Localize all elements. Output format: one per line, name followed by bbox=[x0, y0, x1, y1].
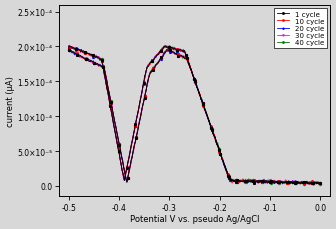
40 cycle bbox=[152, 66, 156, 69]
1 cycle bbox=[319, 182, 323, 184]
Line: 30 cycle: 30 cycle bbox=[68, 45, 321, 185]
1 cycle bbox=[90, 54, 94, 56]
40 cycle bbox=[319, 183, 323, 186]
Line: 20 cycle: 20 cycle bbox=[68, 46, 321, 185]
10 cycle bbox=[112, 119, 116, 122]
30 cycle bbox=[153, 65, 157, 68]
30 cycle bbox=[319, 181, 323, 184]
1 cycle bbox=[298, 183, 302, 186]
1 cycle bbox=[229, 178, 233, 181]
40 cycle bbox=[189, 68, 193, 71]
40 cycle bbox=[229, 180, 233, 182]
X-axis label: Potential V vs. pseudo Ag/AgCl: Potential V vs. pseudo Ag/AgCl bbox=[130, 215, 259, 224]
10 cycle bbox=[229, 180, 233, 182]
30 cycle bbox=[90, 55, 94, 58]
40 cycle bbox=[303, 183, 307, 186]
10 cycle bbox=[90, 54, 94, 57]
20 cycle bbox=[153, 67, 157, 70]
Line: 40 cycle: 40 cycle bbox=[68, 45, 321, 185]
20 cycle bbox=[188, 65, 192, 68]
40 cycle bbox=[195, 84, 199, 87]
10 cycle bbox=[195, 85, 199, 88]
30 cycle bbox=[113, 123, 117, 125]
20 cycle bbox=[303, 183, 307, 185]
20 cycle bbox=[196, 87, 200, 90]
40 cycle bbox=[319, 183, 323, 186]
1 cycle bbox=[112, 118, 116, 121]
1 cycle bbox=[319, 182, 323, 185]
20 cycle bbox=[162, 46, 166, 48]
30 cycle bbox=[319, 182, 323, 185]
1 cycle bbox=[195, 86, 199, 89]
20 cycle bbox=[228, 180, 233, 183]
20 cycle bbox=[319, 181, 323, 184]
10 cycle bbox=[319, 183, 323, 185]
1 cycle bbox=[189, 68, 193, 71]
20 cycle bbox=[319, 182, 323, 184]
10 cycle bbox=[164, 45, 168, 47]
30 cycle bbox=[228, 180, 233, 183]
30 cycle bbox=[196, 88, 200, 91]
30 cycle bbox=[305, 183, 309, 185]
10 cycle bbox=[319, 182, 323, 185]
10 cycle bbox=[189, 68, 193, 71]
30 cycle bbox=[67, 45, 71, 48]
20 cycle bbox=[113, 123, 117, 126]
Line: 10 cycle: 10 cycle bbox=[68, 45, 321, 186]
40 cycle bbox=[112, 119, 116, 122]
10 cycle bbox=[152, 67, 156, 70]
Legend: 1 cycle, 10 cycle, 20 cycle, 30 cycle, 40 cycle: 1 cycle, 10 cycle, 20 cycle, 30 cycle, 4… bbox=[274, 9, 327, 49]
40 cycle bbox=[68, 45, 72, 47]
Y-axis label: current (μA): current (μA) bbox=[6, 76, 14, 126]
Line: 1 cycle: 1 cycle bbox=[68, 46, 321, 185]
20 cycle bbox=[89, 55, 93, 57]
10 cycle bbox=[311, 184, 316, 186]
1 cycle bbox=[168, 45, 172, 48]
30 cycle bbox=[188, 66, 192, 69]
40 cycle bbox=[90, 55, 94, 58]
1 cycle bbox=[152, 68, 156, 71]
